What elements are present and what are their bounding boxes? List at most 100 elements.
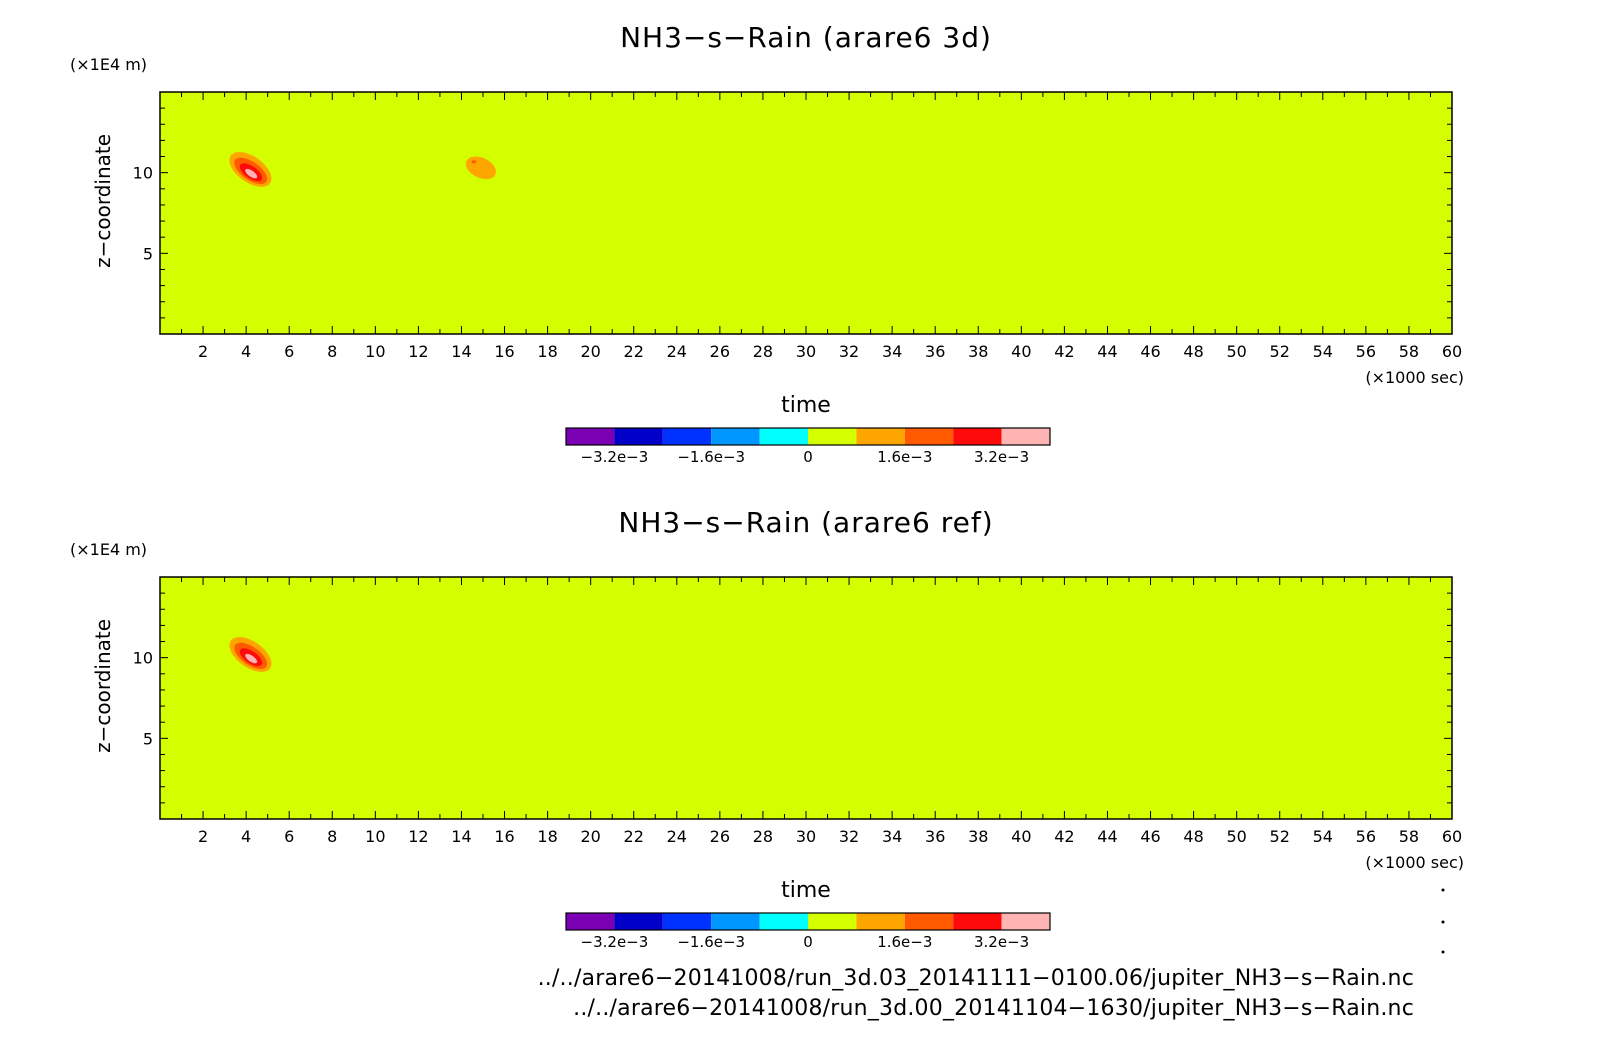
x-tick-label: 38 — [968, 827, 988, 846]
stray-mark — [1441, 950, 1445, 954]
contour-feature-2 — [465, 156, 496, 180]
colorbar-segment — [566, 428, 615, 445]
x-tick-label: 58 — [1399, 342, 1419, 361]
x-tick-label: 20 — [580, 342, 600, 361]
contour-level-2 — [471, 160, 477, 164]
x-tick-label: 44 — [1097, 342, 1117, 361]
x-tick-label: 10 — [365, 827, 385, 846]
x-tick-label: 32 — [839, 342, 859, 361]
colorbar-label: −1.6e−3 — [677, 448, 745, 466]
colorbar-label: −1.6e−3 — [677, 933, 745, 951]
stray-mark — [1441, 888, 1445, 892]
x-tick-label: 10 — [365, 342, 385, 361]
x-tick-label: 12 — [408, 827, 428, 846]
colorbar-segment — [662, 428, 712, 445]
x-tick-label: 12 — [408, 342, 428, 361]
x-tick-label: 2 — [198, 342, 208, 361]
contour-level-4 — [245, 653, 258, 664]
x-tick-label: 6 — [284, 342, 294, 361]
colorbar-segment — [759, 428, 808, 445]
colorbar-segment — [856, 913, 905, 930]
x-axis-label: time — [781, 878, 831, 903]
file-path-2: ../../arare6−20141008/run_3d.00_20141104… — [573, 996, 1414, 1021]
colorbar-label: 0 — [803, 448, 813, 466]
x-tick-label: 36 — [925, 342, 945, 361]
contour-level-4 — [245, 168, 258, 179]
contour-feature-1 — [229, 637, 272, 672]
y-tick-label: 10 — [133, 164, 153, 183]
x-tick-label: 30 — [796, 827, 816, 846]
y-tick-label: 10 — [133, 649, 153, 668]
x-tick-label: 58 — [1399, 827, 1419, 846]
colorbar-segment — [614, 428, 663, 445]
x-tick-label: 54 — [1313, 342, 1333, 361]
x-tick-label: 4 — [241, 827, 251, 846]
colorbar-label: 0 — [803, 933, 813, 951]
x-tick-label: 24 — [667, 827, 687, 846]
colorbar-segment — [953, 428, 1002, 445]
x-tick-label: 34 — [882, 827, 902, 846]
colorbar-frame — [565, 912, 1051, 931]
colorbar-segment — [953, 913, 1002, 930]
colorbar-segment — [856, 428, 905, 445]
colorbar-label: 1.6e−3 — [877, 448, 932, 466]
x-tick-label: 18 — [537, 342, 557, 361]
x-tick-label: 34 — [882, 342, 902, 361]
file-path-1: ../../arare6−20141008/run_3d.03_20141111… — [537, 966, 1414, 991]
x-tick-label: 56 — [1356, 342, 1376, 361]
x-axis-label: time — [781, 393, 831, 418]
y-axis-label: z−coordinate — [91, 134, 115, 268]
colorbar-segment — [614, 913, 663, 930]
x-tick-label: 60 — [1442, 342, 1462, 361]
y-unit-label: (×1E4 m) — [70, 55, 147, 74]
x-tick-label: 28 — [753, 342, 773, 361]
chart-title: NH3−s−Rain (arare6 3d) — [620, 21, 992, 54]
colorbar-segment — [566, 913, 615, 930]
x-tick-label: 42 — [1054, 342, 1074, 361]
colorbar-label: 3.2e−3 — [974, 448, 1029, 466]
x-tick-label: 2 — [198, 827, 208, 846]
chart-title: NH3−s−Rain (arare6 ref) — [618, 506, 993, 539]
x-tick-label: 16 — [494, 827, 514, 846]
colorbar-segment — [662, 913, 712, 930]
x-tick-label: 8 — [327, 827, 337, 846]
y-axis-label: z−coordinate — [91, 619, 115, 753]
stray-mark — [1441, 920, 1445, 924]
x-tick-label: 50 — [1226, 342, 1246, 361]
x-tick-label: 40 — [1011, 827, 1031, 846]
colorbar-label: −3.2e−3 — [581, 933, 649, 951]
colorbar-segment — [759, 913, 808, 930]
x-tick-label: 22 — [624, 827, 644, 846]
x-tick-label: 30 — [796, 342, 816, 361]
x-tick-label: 28 — [753, 827, 773, 846]
x-tick-label: 20 — [580, 827, 600, 846]
x-tick-label: 52 — [1270, 827, 1290, 846]
colorbar-label: 3.2e−3 — [974, 933, 1029, 951]
x-tick-label: 26 — [710, 827, 730, 846]
x-tick-label: 32 — [839, 827, 859, 846]
colorbar-frame — [565, 427, 1051, 446]
colorbar-segment — [1001, 428, 1050, 445]
x-tick-label: 14 — [451, 342, 471, 361]
x-tick-label: 16 — [494, 342, 514, 361]
x-tick-label: 46 — [1140, 827, 1160, 846]
colorbar-segment — [904, 913, 954, 930]
x-tick-label: 50 — [1226, 827, 1246, 846]
x-tick-label: 22 — [624, 342, 644, 361]
colorbar-segment — [904, 428, 954, 445]
x-tick-label: 44 — [1097, 827, 1117, 846]
colorbar-segment — [808, 428, 857, 445]
colorbar-segment — [711, 913, 760, 930]
x-tick-label: 48 — [1183, 342, 1203, 361]
x-tick-label: 18 — [537, 827, 557, 846]
x-tick-label: 56 — [1356, 827, 1376, 846]
x-tick-label: 54 — [1313, 827, 1333, 846]
x-tick-label: 6 — [284, 827, 294, 846]
colorbar-segment — [1001, 913, 1050, 930]
x-tick-label: 14 — [451, 827, 471, 846]
contour-field — [160, 92, 1452, 334]
x-tick-label: 40 — [1011, 342, 1031, 361]
x-tick-label: 60 — [1442, 827, 1462, 846]
x-tick-label: 36 — [925, 827, 945, 846]
